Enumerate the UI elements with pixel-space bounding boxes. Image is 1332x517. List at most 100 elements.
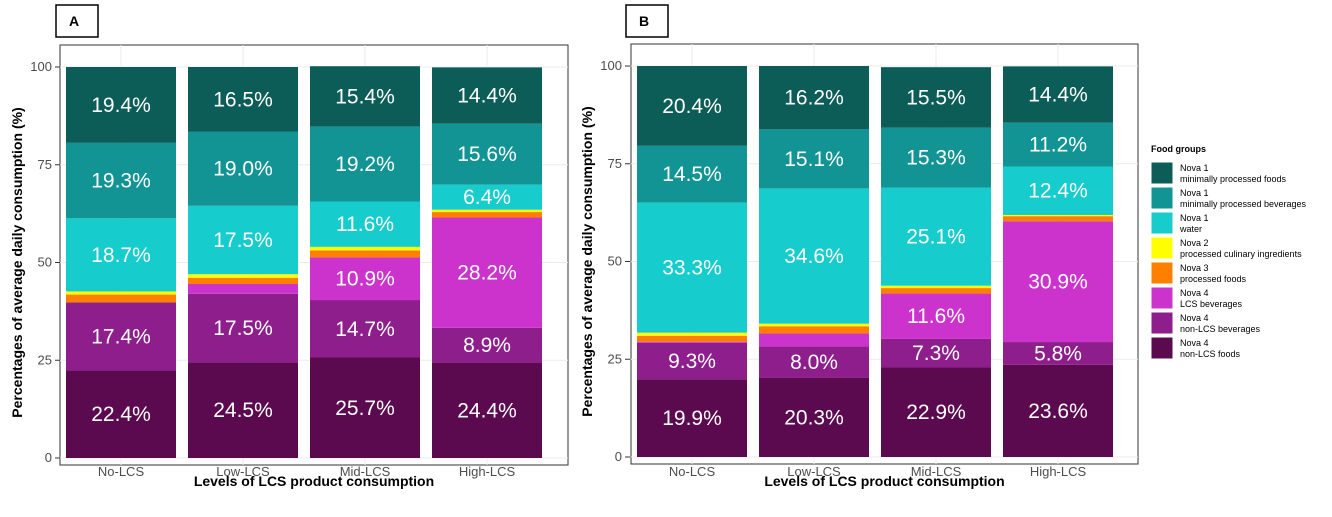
panel-b-data-label: 25.1% <box>906 226 966 249</box>
panel-a-x-tick-label: Low-LCS <box>216 464 270 479</box>
panel-b-bar-no-lcs-nova-2-processed-culinary-ingredients <box>637 332 747 336</box>
panel-b-bar-high-lcs-nova-1-minimally-processed-beverages <box>1003 122 1113 167</box>
panel-b-data-label: 11.6% <box>907 305 965 328</box>
panel-b-x-axis-title: Levels of LCS product consumption <box>764 473 1004 489</box>
panel-b-bar-mid-lcs-nova-4-non-lcs-foods <box>881 367 991 457</box>
panel-b-y-tick-label: 100 <box>600 58 622 73</box>
legend-label: Nova 1 <box>1180 213 1209 223</box>
panel-a-data-label: 19.3% <box>91 170 151 193</box>
panel-b-bar-low-lcs-nova-3-processed-foods <box>759 326 869 334</box>
panel-b-data-label: 19.9% <box>662 407 722 430</box>
legend-swatch-4 <box>1150 261 1174 285</box>
panel-b-bar-no-lcs-nova-1-water <box>637 202 747 333</box>
panel-a-y-axis-title: Percentages of average daily consumption… <box>9 107 25 417</box>
panel-a-tag: A <box>69 13 79 29</box>
panel-a-bar-high-lcs-nova-3-processed-foods <box>432 212 542 218</box>
legend-label: processed foods <box>1180 274 1247 284</box>
panel-a-bar-no-lcs-nova-3-processed-foods <box>66 294 176 303</box>
panel-b-x-tick-label: Mid-LCS <box>911 464 962 479</box>
panel-a-bar-low-lcs-nova-1-minimally-processed-foods <box>188 67 298 132</box>
panel-a-bar-high-lcs-nova-1-water <box>432 184 542 210</box>
panel-a-bar-no-lcs-nova-4-non-lcs-foods <box>66 370 176 458</box>
panel-a-data-label: 24.5% <box>213 399 273 422</box>
panel-a-bar-no-lcs-nova-1-water <box>66 218 176 292</box>
panel-b-data-label: 15.1% <box>784 148 844 171</box>
panel-a-bar-mid-lcs-nova-4-non-lcs-foods <box>310 357 420 458</box>
panel-a-data-label: 11.6% <box>336 213 394 236</box>
panel-b-bar-high-lcs-nova-4-non-lcs-foods <box>1003 364 1113 457</box>
legend-label: Nova 4 <box>1180 338 1209 348</box>
panel-a-bar-no-lcs-nova-1-minimally-processed-beverages <box>66 142 176 219</box>
panel-a-data-label: 24.4% <box>457 399 517 422</box>
panel-a-bar-mid-lcs-nova-2-processed-culinary-ingredients <box>310 246 420 251</box>
panel-a-bar-mid-lcs-nova-4-non-lcs-beverages <box>310 300 420 358</box>
panel-b-data-label: 12.4% <box>1028 180 1088 203</box>
panel-a-x-axis-title: Levels of LCS product consumption <box>194 473 434 489</box>
panel-b-bar-no-lcs-nova-4-non-lcs-foods <box>637 379 747 457</box>
panel-b-bar-no-lcs-nova-4-lcs-beverages <box>637 341 747 343</box>
legend-label: processed culinary ingredients <box>1180 249 1302 259</box>
panel-b-bar-mid-lcs-nova-1-minimally-processed-foods <box>881 67 991 128</box>
panel-a-bar-high-lcs-nova-4-non-lcs-foods <box>432 362 542 458</box>
panel-a-data-label: 28.2% <box>457 262 517 285</box>
panel-b-data-label: 16.2% <box>784 87 844 110</box>
panel-b-tag: B <box>639 13 649 29</box>
panel-b-data-label: 15.5% <box>906 86 966 109</box>
panel-b-bar-high-lcs-nova-1-minimally-processed-foods <box>1003 66 1113 123</box>
legend-label: non-LCS foods <box>1180 349 1241 359</box>
panel-b-data-label: 34.6% <box>784 245 844 268</box>
panel-a-data-label: 10.9% <box>335 268 395 291</box>
panel-a-x-tick-label: High-LCS <box>459 464 516 479</box>
panel-b-bar-low-lcs-nova-1-minimally-processed-beverages <box>759 129 869 189</box>
panel-a-data-label: 25.7% <box>335 397 395 420</box>
panel-a-data-label: 14.7% <box>335 318 395 341</box>
panel-b-data-label: 8.0% <box>790 351 838 374</box>
panel-a-bar-low-lcs-nova-2-processed-culinary-ingredients <box>188 274 298 278</box>
panel-b-bar-low-lcs-nova-4-non-lcs-beverages <box>759 346 869 378</box>
legend-label: Nova 1 <box>1180 163 1209 173</box>
panel-a-bar-high-lcs-nova-2-processed-culinary-ingredients <box>432 209 542 213</box>
legend-label: non-LCS beverages <box>1180 324 1261 334</box>
panel-b-y-tick-label: 50 <box>608 254 622 269</box>
panel-b-bar-mid-lcs-nova-1-minimally-processed-beverages <box>881 127 991 188</box>
panel-b-y-tick-label: 0 <box>615 449 622 464</box>
legend-label: minimally processed foods <box>1180 174 1287 184</box>
panel-b-bar-mid-lcs-nova-1-water <box>881 187 991 286</box>
panel-a-bar-no-lcs-nova-4-non-lcs-beverages <box>66 302 176 371</box>
panel-b-bar-low-lcs-nova-1-water <box>759 188 869 324</box>
panel-a-bar-mid-lcs-nova-3-processed-foods <box>310 250 420 258</box>
legend-swatch-6 <box>1150 311 1174 335</box>
panel-a-y-tick-label: 100 <box>30 59 52 74</box>
legend-swatch-2 <box>1150 211 1174 235</box>
panel-a-data-label: 6.4% <box>463 186 511 209</box>
panel-a-bar-low-lcs-nova-4-non-lcs-foods <box>188 362 298 458</box>
legend-label: LCS beverages <box>1180 299 1243 309</box>
panel-a-data-label: 19.2% <box>335 153 395 176</box>
panel-b-bar-high-lcs-nova-1-water <box>1003 166 1113 215</box>
panel-b-data-label: 14.5% <box>662 163 722 186</box>
panel-a-data-label: 8.9% <box>463 334 511 357</box>
panel-a-y-tick-label: 0 <box>45 450 52 465</box>
panel-b-y-axis-title: Percentages of average daily consumption… <box>579 106 595 416</box>
legend-label: Nova 1 <box>1180 188 1209 198</box>
legend-title: Food groups <box>1151 144 1206 154</box>
panel-a-data-label: 19.0% <box>213 158 273 181</box>
panel-b-bar-no-lcs-nova-3-processed-foods <box>637 335 747 342</box>
panel-a-bar-low-lcs-nova-1-minimally-processed-beverages <box>188 131 298 206</box>
panel-b-bar-no-lcs-nova-1-minimally-processed-beverages <box>637 145 747 203</box>
panel-a-bar-mid-lcs-nova-1-minimally-processed-foods <box>310 66 420 127</box>
panel-a-x-tick-label: No-LCS <box>98 464 145 479</box>
panel-b-bar-low-lcs-nova-4-non-lcs-foods <box>759 377 869 457</box>
panel-a-tag-box <box>55 4 99 38</box>
panel-a-bar-low-lcs-nova-4-non-lcs-beverages <box>188 293 298 363</box>
panel-b-tag-box <box>625 4 669 38</box>
panel-a-x-tick-label: Mid-LCS <box>340 464 391 479</box>
panel-a-data-label: 16.5% <box>213 88 273 111</box>
panel-b-bar-low-lcs-nova-1-minimally-processed-foods <box>759 66 869 130</box>
legend-label: water <box>1179 224 1202 234</box>
panel-a-bar-no-lcs-nova-1-minimally-processed-foods <box>66 67 176 143</box>
panel-a-data-label: 19.4% <box>91 94 151 117</box>
panel-a-bar-mid-lcs-nova-1-water <box>310 201 420 247</box>
panel-a-bar-high-lcs-nova-1-minimally-processed-beverages <box>432 123 542 185</box>
